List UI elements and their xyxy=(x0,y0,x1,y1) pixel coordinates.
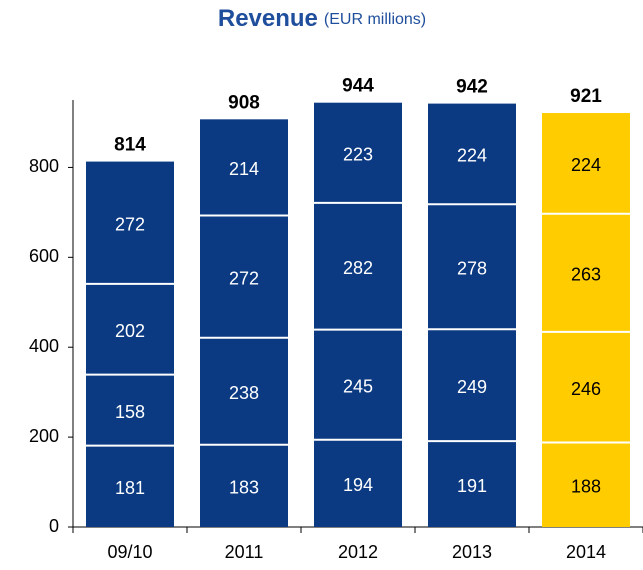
segment-label: 272 xyxy=(115,214,145,234)
chart-subtitle: (EUR millions) xyxy=(324,11,426,28)
segment-label: 183 xyxy=(229,478,259,498)
bar-segment xyxy=(314,102,402,203)
bar-segment xyxy=(86,445,174,527)
segment-label: 202 xyxy=(115,321,145,341)
segment-label: 191 xyxy=(457,476,487,496)
x-tick-label: 2014 xyxy=(566,542,606,562)
bar-segment xyxy=(428,329,516,442)
bar-segment xyxy=(200,119,288,216)
segment-label: 181 xyxy=(115,478,145,498)
bar-segment xyxy=(86,374,174,446)
bar-segment xyxy=(200,444,288,527)
y-tick-label: 400 xyxy=(29,336,59,356)
bar-segment xyxy=(428,441,516,527)
segment-label: 282 xyxy=(343,258,373,278)
segment-label: 223 xyxy=(343,145,373,165)
segment-label: 238 xyxy=(229,383,259,403)
bar-segment xyxy=(542,442,630,527)
bar-segment xyxy=(86,161,174,284)
bar-segment xyxy=(542,113,630,214)
bar-segment xyxy=(200,215,288,338)
segment-label: 249 xyxy=(457,377,487,397)
y-tick-label: 200 xyxy=(29,426,59,446)
y-tick-label: 600 xyxy=(29,246,59,266)
bar-segment xyxy=(314,202,402,330)
y-tick-label: 800 xyxy=(29,156,59,176)
bar-segment xyxy=(314,329,402,440)
bar-segment xyxy=(542,331,630,443)
bar-segment xyxy=(86,283,174,375)
bar-segment xyxy=(428,204,516,330)
x-tick-label: 2012 xyxy=(338,542,378,562)
total-label: 944 xyxy=(342,76,374,97)
segment-label: 263 xyxy=(571,265,601,285)
segment-label: 224 xyxy=(571,155,601,175)
total-label: 814 xyxy=(114,135,146,156)
chart-title-group: Revenue (EUR millions) xyxy=(218,5,426,32)
total-label: 921 xyxy=(570,86,602,107)
segment-label: 188 xyxy=(571,476,601,496)
bar-segment xyxy=(542,213,630,332)
segment-label: 158 xyxy=(115,402,145,422)
segment-label: 194 xyxy=(343,475,373,495)
y-tick-label: 0 xyxy=(49,516,59,536)
bar-segment xyxy=(428,103,516,205)
x-tick-label: 2011 xyxy=(225,542,264,562)
segment-label: 224 xyxy=(457,146,487,166)
total-label: 908 xyxy=(228,92,260,113)
chart-title: Revenue xyxy=(218,5,318,32)
segment-label: 246 xyxy=(571,379,601,399)
x-tick-label: 09/10 xyxy=(107,542,152,562)
bar-segment xyxy=(314,439,402,527)
segment-label: 245 xyxy=(343,376,373,396)
total-label: 942 xyxy=(456,77,488,98)
bar-segment xyxy=(200,337,288,445)
x-tick-label: 2013 xyxy=(452,542,492,562)
segment-label: 272 xyxy=(229,268,259,288)
segment-label: 278 xyxy=(457,259,487,279)
segment-label: 214 xyxy=(229,159,259,179)
